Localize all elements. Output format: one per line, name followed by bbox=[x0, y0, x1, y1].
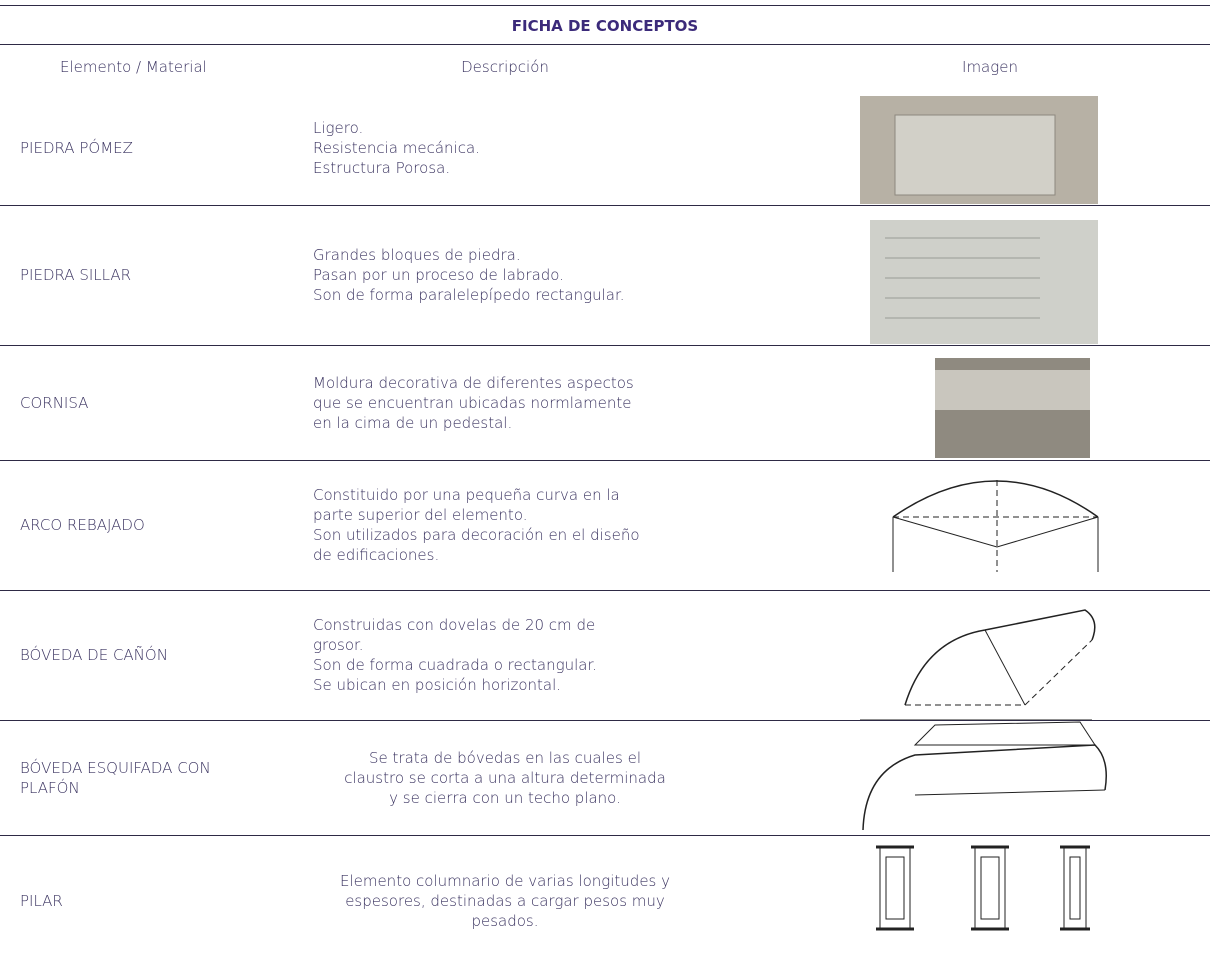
description-line: Son de forma cuadrada o rectangular. bbox=[313, 656, 597, 674]
rule bbox=[0, 205, 1210, 206]
row-name: ARCO REBAJADO bbox=[20, 515, 145, 535]
image-shape bbox=[1063, 846, 1087, 930]
image-shape bbox=[984, 629, 1026, 706]
name-line: CORNISA bbox=[20, 393, 89, 412]
image-shape bbox=[914, 789, 1106, 796]
row-description: Grandes bloques de piedra. Pasan por un p… bbox=[313, 245, 625, 305]
description-line: Se ubican en posición horizontal. bbox=[313, 676, 562, 694]
description-line: de edificaciones. bbox=[313, 546, 440, 564]
description-line: Grandes bloques de piedra. bbox=[313, 246, 521, 264]
name-line: PIEDRA PÓMEZ bbox=[20, 138, 133, 157]
image-shape bbox=[870, 220, 1098, 344]
description-line: Se trata de bóvedas en las cuales el bbox=[369, 748, 641, 767]
image-shape bbox=[892, 516, 1099, 548]
description-line: claustro se corta a una altura determina… bbox=[344, 768, 666, 787]
image-shape bbox=[862, 744, 1107, 831]
image-shape bbox=[892, 480, 1099, 518]
row-description: Construidas con dovelas de 20 cm de groso… bbox=[313, 615, 597, 695]
description-line: espesores, destinadas a cargar pesos muy bbox=[345, 891, 665, 910]
row-name: CORNISA bbox=[20, 393, 88, 413]
rule bbox=[0, 5, 1210, 6]
row-name: PIEDRA PÓMEZ bbox=[20, 138, 133, 158]
image-shape bbox=[913, 721, 1096, 746]
name-line: ARCO REBAJADO bbox=[20, 516, 145, 534]
title: FICHA DE CONCEPTOS bbox=[511, 17, 699, 35]
image-shape bbox=[879, 846, 911, 930]
image-shape bbox=[980, 856, 1000, 920]
description-line: Estructura Porosa. bbox=[313, 158, 451, 177]
image-shape bbox=[935, 370, 1090, 410]
description-line: parte superior del elemento. bbox=[313, 506, 528, 524]
description-line: Son utilizados para decoración en el dis… bbox=[313, 526, 640, 544]
description-line: en la cima de un pedestal. bbox=[313, 413, 513, 432]
name-line: BÓVEDA DE CAÑÓN bbox=[20, 646, 168, 664]
description-line: Ligero. bbox=[313, 118, 364, 137]
image-shape bbox=[904, 609, 1096, 706]
description-line: pesados. bbox=[471, 911, 539, 930]
description-line: Elemento columnario de varias longitudes… bbox=[339, 871, 671, 890]
image-shape bbox=[885, 856, 905, 920]
row-description: Constituido por una pequeña curva en la p… bbox=[313, 485, 640, 565]
image-shape bbox=[974, 846, 1006, 930]
row-description: Ligero. Resistencia mecánica. Estructura P… bbox=[313, 118, 480, 178]
rule bbox=[0, 590, 1210, 591]
description-line: Son de forma paralelepípedo rectangular. bbox=[313, 286, 625, 304]
rule bbox=[0, 720, 1210, 721]
column-header: Elemento / Material bbox=[60, 58, 207, 76]
description-line: Pasan por un proceso de labrado. bbox=[313, 266, 564, 284]
rule bbox=[0, 345, 1210, 346]
rule bbox=[0, 44, 1210, 45]
name-line: PIEDRA SILLAR bbox=[20, 266, 132, 284]
image-shape bbox=[894, 114, 1056, 196]
row-description: Moldura decorativa de diferentes aspecto… bbox=[313, 373, 634, 433]
name-line: PLAFÓN bbox=[20, 778, 80, 797]
description-line: que se encuentran ubicadas normlamente bbox=[313, 393, 632, 412]
rule bbox=[0, 460, 1210, 461]
image-shape bbox=[1069, 856, 1081, 920]
column-header: Descripción bbox=[461, 58, 549, 76]
name-line: BÓVEDA ESQUIFADA CON bbox=[20, 758, 211, 777]
description-line: Constituido por una pequeña curva en la bbox=[313, 486, 620, 504]
rule bbox=[0, 835, 1210, 836]
row-description: Elemento columnario de varias longitudes… bbox=[270, 871, 740, 931]
column-header: Imagen bbox=[962, 58, 1018, 76]
description-line: Moldura decorativa de diferentes aspecto… bbox=[313, 373, 634, 392]
name-line: PILAR bbox=[20, 891, 63, 910]
description-line: grosor. bbox=[313, 636, 364, 654]
row-name: PIEDRA SILLAR bbox=[20, 265, 131, 285]
description-line: Construidas con dovelas de 20 cm de bbox=[313, 616, 596, 634]
row-name: BÓVEDA ESQUIFADA CON PLAFÓN bbox=[20, 758, 211, 798]
row-description: Se trata de bóvedas en las cuales el clau… bbox=[270, 748, 740, 808]
row-name: BÓVEDA DE CAÑÓN bbox=[20, 645, 168, 665]
description-line: y se cierra con un techo plano. bbox=[389, 788, 621, 807]
image-shape bbox=[905, 639, 1093, 706]
description-line: Resistencia mecánica. bbox=[313, 138, 480, 157]
row-name: PILAR bbox=[20, 891, 63, 911]
